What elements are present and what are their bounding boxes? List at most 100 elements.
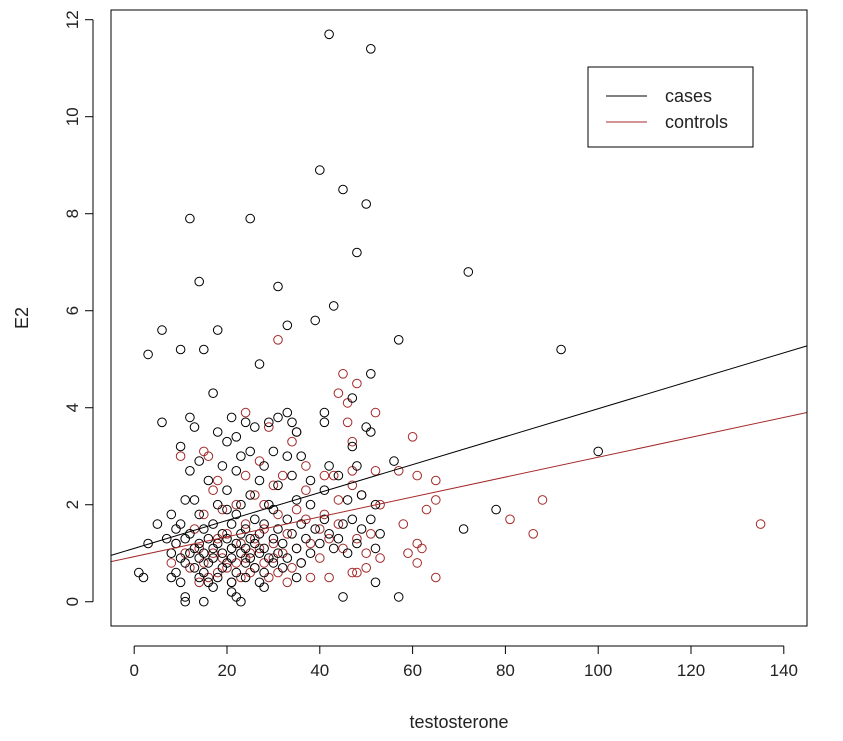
- data-point-cases: [180, 558, 190, 568]
- data-point-cases: [236, 499, 246, 510]
- data-point-cases: [250, 514, 260, 525]
- data-point-controls: [222, 529, 232, 539]
- data-point-cases: [310, 315, 321, 326]
- data-point-cases: [217, 461, 228, 471]
- data-point-cases: [180, 495, 190, 505]
- x-tick-label: 0: [129, 661, 138, 680]
- data-point-cases: [194, 456, 204, 466]
- data-point-controls: [199, 509, 209, 520]
- data-point-controls: [375, 553, 385, 563]
- data-point-cases: [217, 548, 228, 559]
- data-point-cases: [180, 533, 190, 544]
- data-point-controls: [324, 572, 334, 583]
- data-point-cases: [310, 524, 321, 534]
- data-point-controls: [755, 519, 766, 529]
- y-tick-label: 6: [63, 306, 82, 315]
- data-point-cases: [185, 213, 195, 224]
- data-point-cases: [212, 572, 223, 583]
- data-point-controls: [347, 436, 358, 447]
- data-point-cases: [199, 596, 209, 607]
- data-point-cases: [185, 466, 195, 476]
- data-point-cases: [375, 529, 385, 539]
- data-point-cases: [138, 572, 149, 583]
- data-point-cases: [143, 538, 153, 549]
- data-point-controls: [361, 563, 372, 573]
- y-tick-label: 12: [63, 10, 82, 29]
- data-point-controls: [431, 572, 441, 583]
- data-point-cases: [189, 422, 200, 432]
- data-point-cases: [171, 524, 181, 534]
- data-point-cases: [231, 509, 242, 520]
- data-point-controls: [403, 548, 413, 559]
- data-point-controls: [370, 466, 381, 476]
- y-tick-label: 0: [63, 597, 82, 606]
- data-point-controls: [347, 567, 358, 578]
- data-point-cases: [161, 533, 172, 544]
- data-point-controls: [305, 572, 316, 583]
- data-point-cases: [305, 548, 316, 559]
- data-point-cases: [301, 533, 311, 544]
- y-axis-title: E2: [12, 307, 32, 329]
- legend-label-controls: controls: [665, 112, 728, 132]
- data-point-controls: [361, 548, 372, 559]
- data-point-cases: [222, 436, 232, 447]
- data-point-cases: [208, 582, 218, 593]
- data-point-controls: [222, 563, 232, 573]
- data-point-cases: [491, 504, 501, 515]
- data-point-controls: [273, 335, 283, 345]
- data-point-cases: [458, 524, 469, 534]
- data-point-cases: [463, 267, 474, 277]
- data-point-cases: [333, 470, 344, 481]
- data-point-controls: [338, 369, 348, 379]
- data-point-controls: [240, 407, 251, 418]
- data-point-cases: [212, 325, 223, 335]
- x-tick-label: 80: [496, 661, 515, 680]
- data-point-cases: [324, 29, 334, 40]
- data-point-cases: [287, 417, 297, 428]
- data-point-cases: [370, 543, 381, 554]
- data-point-controls: [352, 378, 362, 389]
- fit-lines-layer: [110, 345, 808, 563]
- data-point-cases: [231, 432, 242, 442]
- data-point-controls: [505, 514, 515, 525]
- data-point-cases: [166, 509, 177, 520]
- data-point-cases: [194, 509, 204, 520]
- data-point-cases: [338, 184, 348, 195]
- data-point-controls: [412, 558, 423, 568]
- data-point-cases: [222, 533, 232, 544]
- data-point-cases: [273, 548, 283, 559]
- data-point-controls: [203, 451, 214, 462]
- data-point-controls: [324, 533, 334, 544]
- data-point-cases: [264, 417, 274, 428]
- points-layer: [134, 29, 766, 607]
- data-point-controls: [287, 436, 297, 447]
- data-point-cases: [203, 475, 214, 486]
- data-point-cases: [143, 349, 153, 360]
- data-point-cases: [296, 451, 307, 462]
- data-point-cases: [222, 485, 232, 496]
- data-point-cases: [157, 325, 167, 335]
- data-point-cases: [338, 592, 348, 602]
- data-point-controls: [352, 567, 362, 578]
- data-point-cases: [291, 572, 302, 583]
- data-point-cases: [245, 446, 255, 457]
- data-point-cases: [282, 407, 293, 418]
- data-point-cases: [268, 446, 279, 457]
- data-point-cases: [240, 558, 251, 568]
- data-point-cases: [277, 563, 288, 573]
- data-point-cases: [226, 577, 237, 588]
- data-point-cases: [352, 247, 362, 258]
- data-point-controls: [315, 553, 325, 563]
- data-point-cases: [319, 514, 330, 525]
- data-point-cases: [393, 335, 404, 345]
- data-point-cases: [175, 441, 186, 452]
- data-point-cases: [389, 456, 399, 466]
- data-point-cases: [319, 407, 330, 418]
- data-point-cases: [175, 344, 186, 355]
- data-point-controls: [231, 499, 242, 510]
- data-point-cases: [305, 475, 316, 486]
- data-point-cases: [236, 596, 246, 607]
- data-point-controls: [315, 524, 325, 534]
- data-point-controls: [366, 529, 376, 539]
